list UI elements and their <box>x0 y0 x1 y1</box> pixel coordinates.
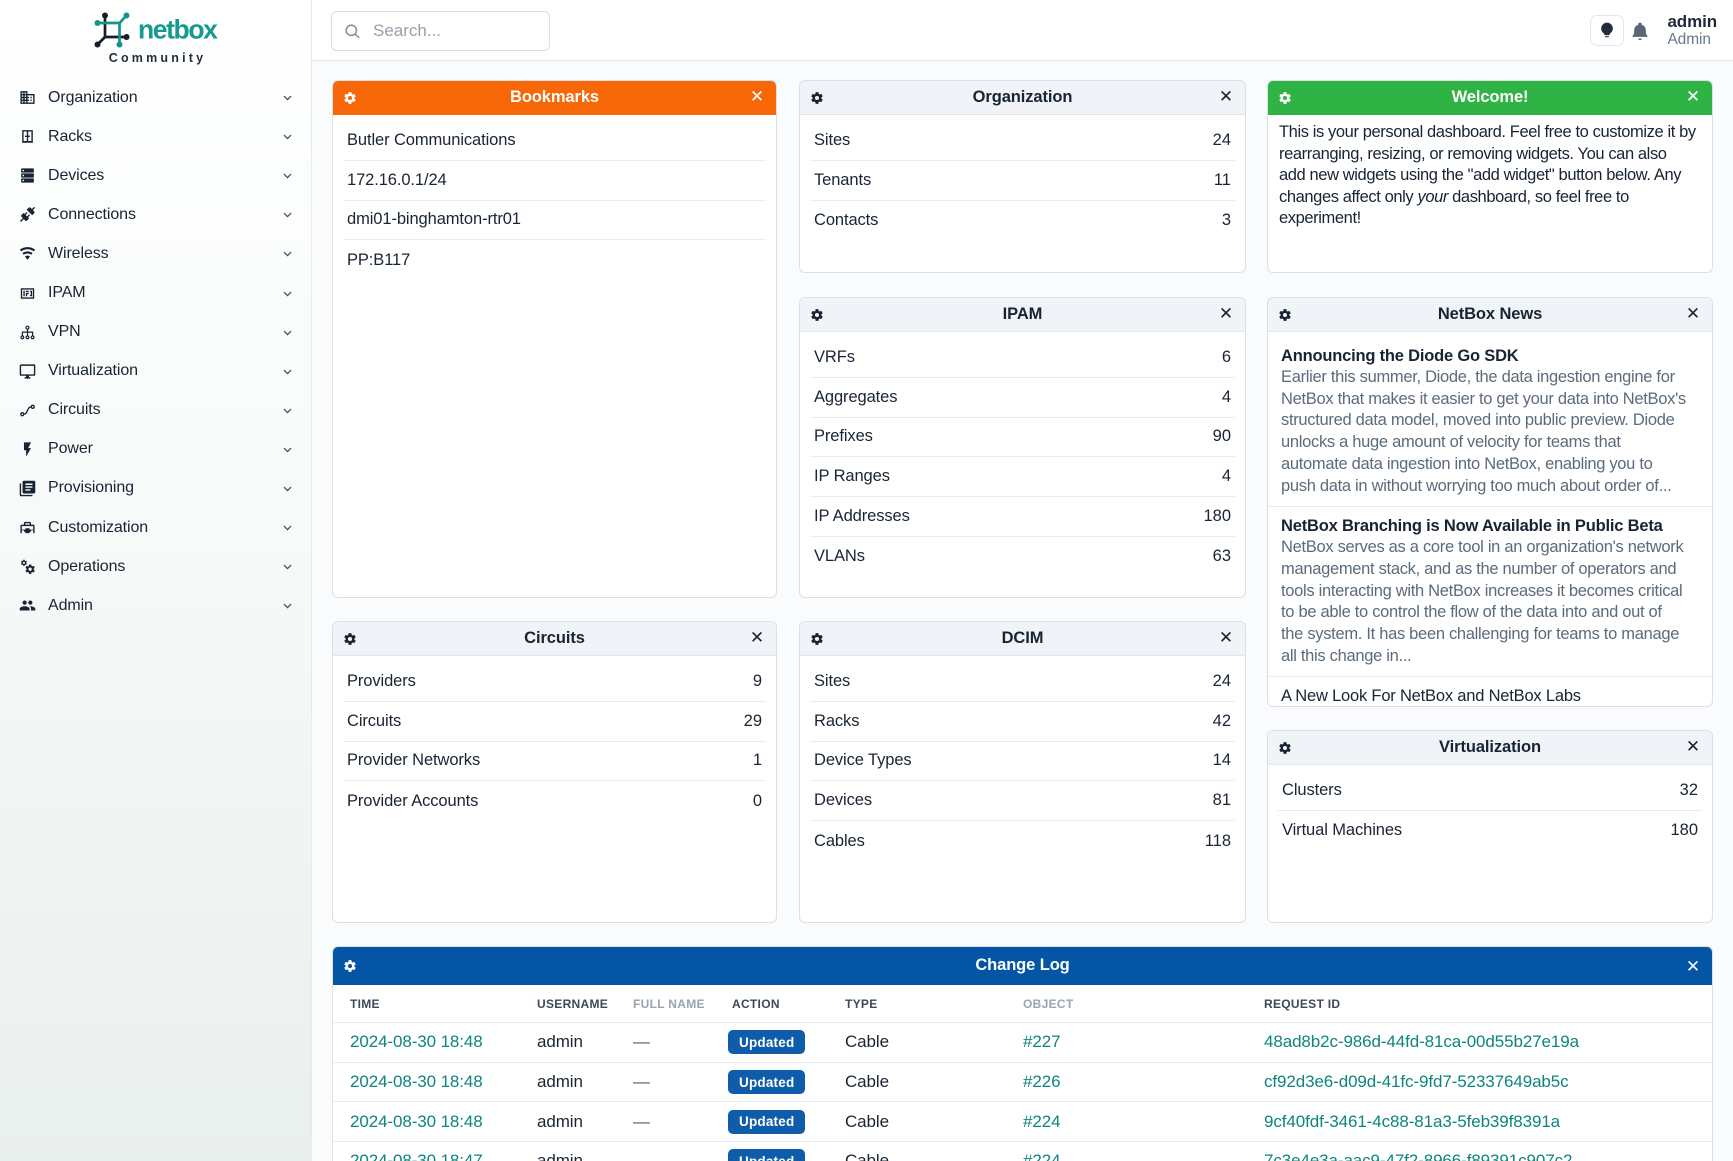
svg-text:netbox: netbox <box>138 15 218 45</box>
